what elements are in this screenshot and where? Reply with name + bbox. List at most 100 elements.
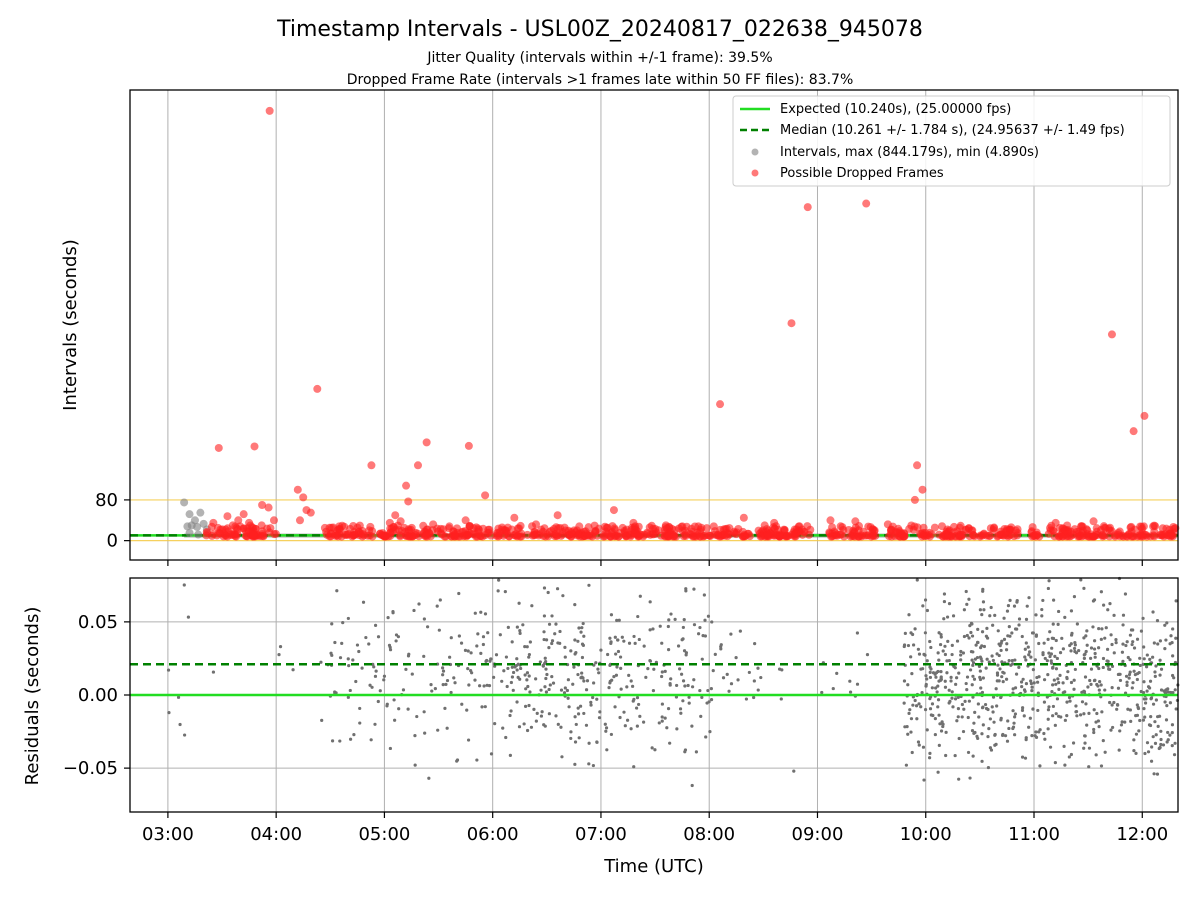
residual-point xyxy=(1116,703,1120,707)
dropped-frame-point xyxy=(949,528,958,537)
residual-point xyxy=(1141,718,1146,722)
residual-point xyxy=(482,684,486,688)
residual-point xyxy=(987,660,991,664)
residual-point xyxy=(385,704,389,708)
residual-point xyxy=(1042,700,1047,704)
residual-point xyxy=(683,748,688,752)
residual-point xyxy=(970,683,974,687)
residual-point xyxy=(382,674,387,678)
residual-point xyxy=(1132,738,1136,742)
residual-point xyxy=(950,690,954,694)
residual-point xyxy=(1067,695,1072,700)
residual-point xyxy=(1007,625,1011,629)
residual-point xyxy=(1171,627,1175,631)
dropped-frame-point xyxy=(1167,529,1176,538)
dropped-frame-point xyxy=(481,491,490,500)
residual-point xyxy=(947,658,951,663)
dropped-frame-point xyxy=(239,510,248,519)
residual-point xyxy=(393,718,397,722)
residual-point xyxy=(330,622,334,626)
residual-point xyxy=(690,724,694,728)
residual-point xyxy=(1112,613,1116,617)
residual-point xyxy=(990,654,994,658)
residual-point xyxy=(534,677,538,681)
residual-point xyxy=(506,666,510,671)
residual-point xyxy=(711,669,715,673)
residual-point xyxy=(1013,712,1018,716)
residual-point xyxy=(1174,636,1178,640)
residual-point xyxy=(1092,708,1096,712)
residual-point xyxy=(980,613,984,617)
dropped-frame-point xyxy=(593,531,602,540)
residual-point xyxy=(558,641,562,645)
residual-point xyxy=(178,722,182,727)
residual-point xyxy=(1110,686,1114,690)
residual-point xyxy=(1124,674,1129,678)
residual-point xyxy=(1042,731,1046,736)
dropped-frame-point xyxy=(895,527,904,536)
residual-point xyxy=(1058,651,1063,655)
residual-point xyxy=(1037,641,1041,646)
residual-point xyxy=(406,707,410,711)
residual-point xyxy=(699,714,703,718)
residual-point xyxy=(1143,701,1148,705)
residual-point xyxy=(629,679,633,683)
residual-point xyxy=(653,748,657,752)
residual-point xyxy=(452,676,456,680)
residual-point xyxy=(391,611,395,615)
dropped-frame-point xyxy=(1107,330,1116,339)
residual-point xyxy=(1158,639,1162,643)
residual-point xyxy=(367,642,371,646)
residual-point xyxy=(544,667,548,671)
residual-point xyxy=(937,743,941,747)
residual-point xyxy=(936,698,941,702)
residual-point xyxy=(725,672,729,676)
residual-point xyxy=(1137,729,1141,733)
residual-point xyxy=(1149,697,1153,701)
residual-point xyxy=(511,688,515,692)
residual-point xyxy=(914,704,919,708)
residual-point xyxy=(425,625,430,629)
residual-point xyxy=(1050,690,1054,694)
residual-point xyxy=(1129,719,1133,723)
dropped-frame-point xyxy=(523,530,532,539)
residual-point xyxy=(346,616,350,621)
residual-point xyxy=(1042,641,1046,645)
residual-point xyxy=(1010,659,1014,663)
residual-point xyxy=(1027,725,1031,729)
residual-point xyxy=(981,600,986,604)
dropped-frame-point xyxy=(1013,525,1022,534)
residual-point xyxy=(466,667,470,671)
dropped-frame-point xyxy=(1078,526,1087,535)
residual-point xyxy=(752,695,756,700)
dropped-frame-point xyxy=(869,531,878,540)
residual-point xyxy=(505,684,509,689)
residual-point xyxy=(955,639,960,643)
residual-point xyxy=(335,589,339,593)
residual-point xyxy=(1055,697,1060,701)
residual-point xyxy=(698,688,702,693)
dropped-frame-point xyxy=(1050,532,1059,541)
residual-point xyxy=(483,612,488,616)
residual-point xyxy=(582,634,586,638)
dropped-frame-point xyxy=(846,532,855,541)
residual-point xyxy=(1075,622,1079,626)
residual-point xyxy=(542,630,546,634)
residual-point xyxy=(341,621,345,625)
legend-intervals-label: Intervals, max (844.179s), min (4.890s) xyxy=(780,145,1039,160)
chart-subtitle-dropped: Dropped Frame Rate (intervals >1 frames … xyxy=(347,72,854,88)
residual-point xyxy=(597,716,602,720)
x-tick-label: 08:00 xyxy=(683,824,735,845)
residual-point xyxy=(508,753,512,757)
residual-point xyxy=(627,641,632,645)
dropped-frame-point xyxy=(445,522,454,531)
residual-point xyxy=(738,629,742,633)
residual-point xyxy=(1082,586,1086,590)
residual-point xyxy=(986,765,991,770)
dropped-frame-point xyxy=(970,532,979,541)
residual-point xyxy=(634,706,639,710)
residual-point xyxy=(951,705,955,709)
residual-point xyxy=(550,614,554,618)
residual-point xyxy=(1023,647,1027,651)
residual-point xyxy=(460,702,464,706)
